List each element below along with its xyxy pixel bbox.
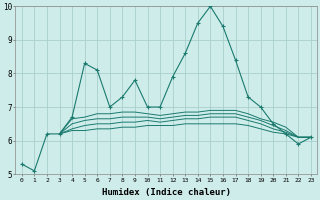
X-axis label: Humidex (Indice chaleur): Humidex (Indice chaleur) [102, 188, 231, 197]
